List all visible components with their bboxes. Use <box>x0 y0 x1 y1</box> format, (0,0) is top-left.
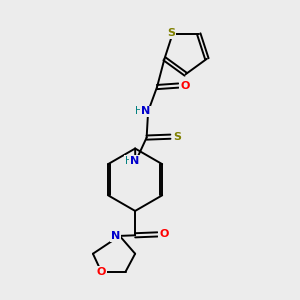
Text: O: O <box>97 267 106 277</box>
Text: O: O <box>180 81 190 91</box>
Text: N: N <box>111 231 120 241</box>
Text: H: H <box>125 156 133 166</box>
Text: O: O <box>159 230 169 239</box>
Text: H: H <box>135 106 142 116</box>
Text: S: S <box>173 132 181 142</box>
Text: N: N <box>140 106 150 116</box>
Text: N: N <box>130 156 140 166</box>
Text: S: S <box>167 28 175 38</box>
